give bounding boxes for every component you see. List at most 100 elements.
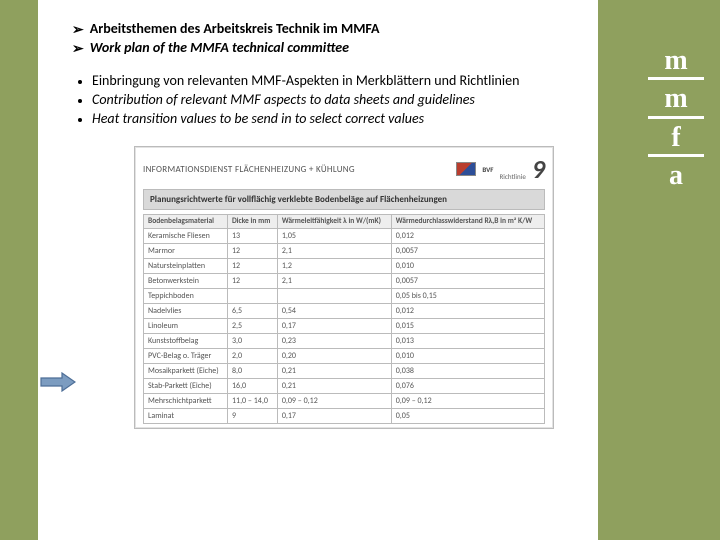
table-cell: 2,1 bbox=[277, 244, 391, 259]
datasheet-image: INFORMATIONSDIENST FLÄCHENHEIZUNG + KÜHL… bbox=[134, 146, 554, 429]
bullet-dot-icon bbox=[78, 80, 82, 84]
table-cell: 1,2 bbox=[277, 259, 391, 274]
table-cell: Natursteinplatten bbox=[144, 259, 228, 274]
logo-rule-icon bbox=[648, 116, 704, 119]
table-row: Stab-Parkett (Eiche)16,00,210,076 bbox=[144, 379, 545, 394]
heading-item: ➢ Arbeitsthemen des Arbeitskreis Technik… bbox=[72, 20, 572, 39]
sheet-number: 9 bbox=[532, 153, 545, 185]
bvf-logo-icon bbox=[456, 162, 476, 176]
table-row: Kunststoffbelag3,00,230,013 bbox=[144, 334, 545, 349]
logo-letter: a bbox=[669, 161, 683, 190]
bullet-text: Einbringung von relevanten MMF-Aspekten … bbox=[92, 72, 519, 91]
table-cell: 12 bbox=[227, 274, 277, 289]
table-cell bbox=[277, 289, 391, 304]
table-row: Marmor122,10,0057 bbox=[144, 244, 545, 259]
table-cell: Stab-Parkett (Eiche) bbox=[144, 379, 228, 394]
table-cell: 0,54 bbox=[277, 304, 391, 319]
chevron-arrow-icon: ➢ bbox=[72, 20, 84, 39]
bullet-item: Heat transition values to be send in to … bbox=[78, 110, 572, 129]
logo-letter: m bbox=[664, 84, 687, 113]
datasheet-header: INFORMATIONSDIENST FLÄCHENHEIZUNG + KÜHL… bbox=[143, 153, 545, 185]
table-cell: 0,17 bbox=[277, 319, 391, 334]
table-cell: 0,17 bbox=[277, 409, 391, 424]
table-cell: Mosaikparkett (Eiche) bbox=[144, 364, 228, 379]
bullet-dot-icon bbox=[78, 118, 82, 122]
heading-text: Arbeitsthemen des Arbeitskreis Technik i… bbox=[90, 20, 380, 39]
chevron-arrow-icon: ➢ bbox=[72, 39, 84, 58]
table-header-row: Bodenbelagsmaterial Dicke in mm Wärmelei… bbox=[144, 215, 545, 229]
table-cell: Laminat bbox=[144, 409, 228, 424]
logo-letter: m bbox=[664, 46, 687, 75]
table-cell: 13 bbox=[227, 229, 277, 244]
table-cell: 12 bbox=[227, 244, 277, 259]
table-cell: 2,1 bbox=[277, 274, 391, 289]
table-cell: Kunststoffbelag bbox=[144, 334, 228, 349]
heading-text: Work plan of the MMFA technical committe… bbox=[90, 39, 349, 58]
table-cell: Betonwerkstein bbox=[144, 274, 228, 289]
table-cell: 0,21 bbox=[277, 364, 391, 379]
table-cell: Teppichboden bbox=[144, 289, 228, 304]
table-cell: Marmor bbox=[144, 244, 228, 259]
table-row: Teppichboden 0,05 bis 0,15 bbox=[144, 289, 545, 304]
table-cell: 0,012 bbox=[391, 304, 544, 319]
table-cell: Nadelvlies bbox=[144, 304, 228, 319]
richtlinie-label: Richtlinie bbox=[500, 172, 526, 181]
table-cell: 12 bbox=[227, 259, 277, 274]
bullet-text: Contribution of relevant MMF aspects to … bbox=[92, 91, 475, 110]
table-cell: 1,05 bbox=[277, 229, 391, 244]
table-cell: 0,015 bbox=[391, 319, 544, 334]
table-cell: 11,0 – 14,0 bbox=[227, 394, 277, 409]
table-row: Linoleum2,50,170,015 bbox=[144, 319, 545, 334]
heading-item: ➢ Work plan of the MMFA technical commit… bbox=[72, 39, 572, 58]
arrow-path bbox=[41, 373, 75, 391]
bullet-item: Contribution of relevant MMF aspects to … bbox=[78, 91, 572, 110]
table-row: Keramische Fliesen131,050,012 bbox=[144, 229, 545, 244]
table-cell: 0,20 bbox=[277, 349, 391, 364]
table-cell: 3,0 bbox=[227, 334, 277, 349]
table-cell: 0,076 bbox=[391, 379, 544, 394]
table-row: Laminat90,170,05 bbox=[144, 409, 545, 424]
table-cell: 0,05 bis 0,15 bbox=[391, 289, 544, 304]
table-row: Natursteinplatten121,20,010 bbox=[144, 259, 545, 274]
bvf-label: BVF bbox=[482, 165, 493, 174]
table-row: Nadelvlies6,50,540,012 bbox=[144, 304, 545, 319]
datasheet-info-line: INFORMATIONSDIENST FLÄCHENHEIZUNG + KÜHL… bbox=[143, 164, 355, 175]
col-header: Wärmeleitfähigkeit λ in W/(mK) bbox=[277, 215, 391, 229]
table-cell: 9 bbox=[227, 409, 277, 424]
table-cell: 0,0057 bbox=[391, 244, 544, 259]
logo-rule-icon bbox=[648, 154, 704, 157]
table-row: Mehrschichtparkett11,0 – 14,00,09 – 0,12… bbox=[144, 394, 545, 409]
table-cell: 0,23 bbox=[277, 334, 391, 349]
pointer-arrow-icon bbox=[40, 372, 76, 392]
content-panel: ➢ Arbeitsthemen des Arbeitskreis Technik… bbox=[38, 0, 598, 540]
mmfa-logo: m m f a bbox=[646, 46, 706, 191]
col-header: Wärmedurchlasswiderstand Rλ,B in m² K/W bbox=[391, 215, 544, 229]
table-cell: 16,0 bbox=[227, 379, 277, 394]
table-cell: 0,09 – 0,12 bbox=[277, 394, 391, 409]
bullet-text: Heat transition values to be send in to … bbox=[92, 110, 424, 129]
table-cell: PVC-Belag o. Träger bbox=[144, 349, 228, 364]
table-cell: 0,013 bbox=[391, 334, 544, 349]
table-cell bbox=[227, 289, 277, 304]
table-cell: 0,09 – 0,12 bbox=[391, 394, 544, 409]
logo-letter: f bbox=[671, 123, 680, 152]
table-cell: 0,010 bbox=[391, 349, 544, 364]
table-cell: 0,012 bbox=[391, 229, 544, 244]
datasheet-banner: Planungsrichtwerte für vollflächig verkl… bbox=[143, 189, 545, 210]
table-cell: 0,038 bbox=[391, 364, 544, 379]
data-table: Bodenbelagsmaterial Dicke in mm Wärmelei… bbox=[143, 214, 545, 424]
bullet-list: Einbringung von relevanten MMF-Aspekten … bbox=[78, 72, 572, 129]
col-header: Bodenbelagsmaterial bbox=[144, 215, 228, 229]
table-cell: 8,0 bbox=[227, 364, 277, 379]
col-header: Dicke in mm bbox=[227, 215, 277, 229]
table-cell: 2,0 bbox=[227, 349, 277, 364]
bullet-item: Einbringung von relevanten MMF-Aspekten … bbox=[78, 72, 572, 91]
table-row: PVC-Belag o. Träger2,00,200,010 bbox=[144, 349, 545, 364]
table-cell: 0,21 bbox=[277, 379, 391, 394]
table-cell: 0,0057 bbox=[391, 274, 544, 289]
table-cell: 6,5 bbox=[227, 304, 277, 319]
logo-rule-icon bbox=[648, 77, 704, 80]
table-cell: Linoleum bbox=[144, 319, 228, 334]
datasheet-header-right: BVF Richtlinie 9 bbox=[456, 153, 545, 185]
table-cell: Keramische Fliesen bbox=[144, 229, 228, 244]
